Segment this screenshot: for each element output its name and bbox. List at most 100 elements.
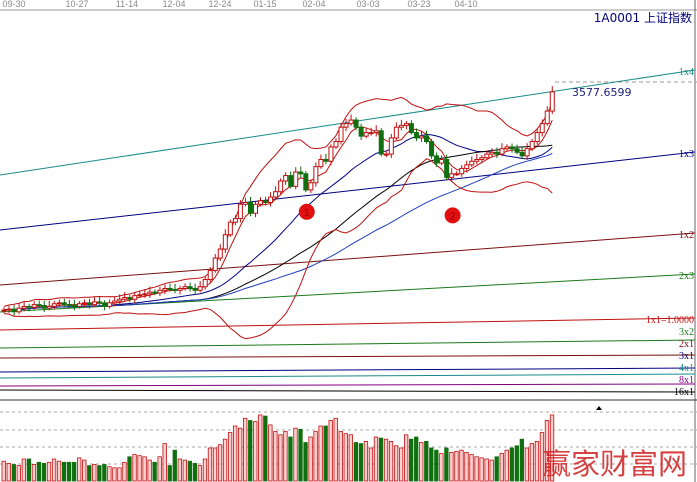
gann-label: 1x3: [679, 149, 694, 160]
candle-body: [66, 304, 72, 307]
marker-dot: [444, 207, 461, 224]
gann-line: [0, 69, 696, 176]
volume-bar: [358, 443, 364, 482]
marker-label: 1: [304, 208, 310, 219]
candle-body: [358, 126, 364, 137]
volume-bar: [388, 440, 394, 482]
volume-bar: [383, 438, 389, 482]
candle-body: [41, 305, 47, 309]
candle-body: [313, 166, 319, 184]
upper-band-line: [3, 96, 553, 307]
x-tick-label: 12-24: [208, 0, 231, 9]
candle-body: [338, 126, 344, 143]
volume-bar: [489, 459, 494, 482]
candle-body: [328, 146, 334, 162]
volume-bar: [464, 451, 469, 482]
volume-bar: [162, 443, 167, 482]
candle-body: [102, 302, 108, 307]
volume-bar: [368, 447, 374, 482]
volume-bar: [127, 456, 132, 482]
candle-body: [373, 130, 379, 134]
gann-label: 1x4: [679, 67, 694, 78]
gann-line: [0, 317, 696, 331]
candle-body: [197, 286, 203, 291]
volume-bar: [414, 436, 419, 482]
candle-body: [227, 221, 233, 236]
x-tick-label: 11-14: [116, 0, 138, 9]
volume-bar: [338, 431, 343, 482]
volume-bar: [469, 454, 474, 482]
candle-body: [383, 153, 389, 156]
volume-bar: [167, 465, 172, 482]
candle-body: [56, 302, 62, 305]
volume-bar: [72, 461, 77, 482]
gann-label: 3x1: [679, 351, 694, 362]
candle-body: [76, 303, 82, 307]
x-tick-label: 10-27: [65, 0, 88, 9]
volume-bar: [147, 459, 152, 482]
volume-bar: [474, 456, 479, 482]
volume-bar: [238, 427, 243, 482]
volume-bar: [434, 449, 439, 482]
candle-body: [177, 287, 183, 291]
volume-bar: [6, 462, 11, 482]
lower-band-line: [3, 158, 553, 340]
volume-bar: [142, 456, 147, 482]
candle-body: [393, 126, 399, 139]
candle-body: [413, 132, 419, 139]
volume-bar: [207, 447, 213, 482]
volume-bar: [132, 454, 137, 482]
candle-body: [107, 302, 113, 307]
candle-body: [298, 171, 304, 175]
candle-body: [21, 305, 27, 309]
candle-body: [429, 141, 435, 157]
volume-bar: [313, 431, 318, 482]
candle-body: [51, 303, 57, 307]
candle-body: [242, 201, 248, 205]
volume-bar: [268, 424, 273, 482]
watermark: 赢家财富网: [542, 447, 687, 481]
volume-bar: [248, 420, 253, 482]
volume-bar: [243, 417, 248, 482]
volume-bar: [328, 420, 333, 482]
candle-body: [97, 301, 103, 304]
candle-body: [474, 158, 480, 162]
volume-bar: [494, 456, 499, 482]
candle-body: [273, 191, 279, 198]
volume-bar: [217, 444, 223, 482]
candle-body: [187, 286, 193, 289]
x-tick-label: 09-30: [2, 0, 25, 9]
gann-label: 8x1: [679, 375, 694, 386]
candle-body: [323, 158, 329, 162]
candle-body: [444, 158, 450, 178]
volume-bar: [409, 438, 414, 482]
candle-body: [192, 287, 198, 291]
volume-bar: [373, 436, 379, 482]
volume-bar: [429, 447, 434, 482]
volume-bar: [56, 460, 62, 482]
volume-bar: [192, 462, 198, 482]
volume-bar: [348, 434, 353, 482]
volume-bar: [419, 442, 424, 482]
candle-body: [363, 132, 369, 137]
candle-body: [157, 289, 163, 294]
candle-body: [378, 130, 384, 155]
candle-body: [212, 257, 218, 272]
volume-bar: [92, 464, 97, 482]
marker-dot: [298, 203, 315, 220]
candle-body: [278, 180, 284, 193]
gann-label: 4x1: [679, 363, 694, 374]
candle-body: [484, 153, 490, 159]
volume-bar: [172, 449, 177, 482]
volume-bar: [102, 464, 107, 482]
candle-body: [202, 279, 208, 288]
candle-body: [499, 148, 505, 155]
volume-bar: [278, 434, 283, 482]
candle-body: [162, 287, 168, 291]
candle-body: [258, 200, 264, 205]
volume-bar: [77, 457, 82, 482]
candle-body: [288, 175, 294, 187]
